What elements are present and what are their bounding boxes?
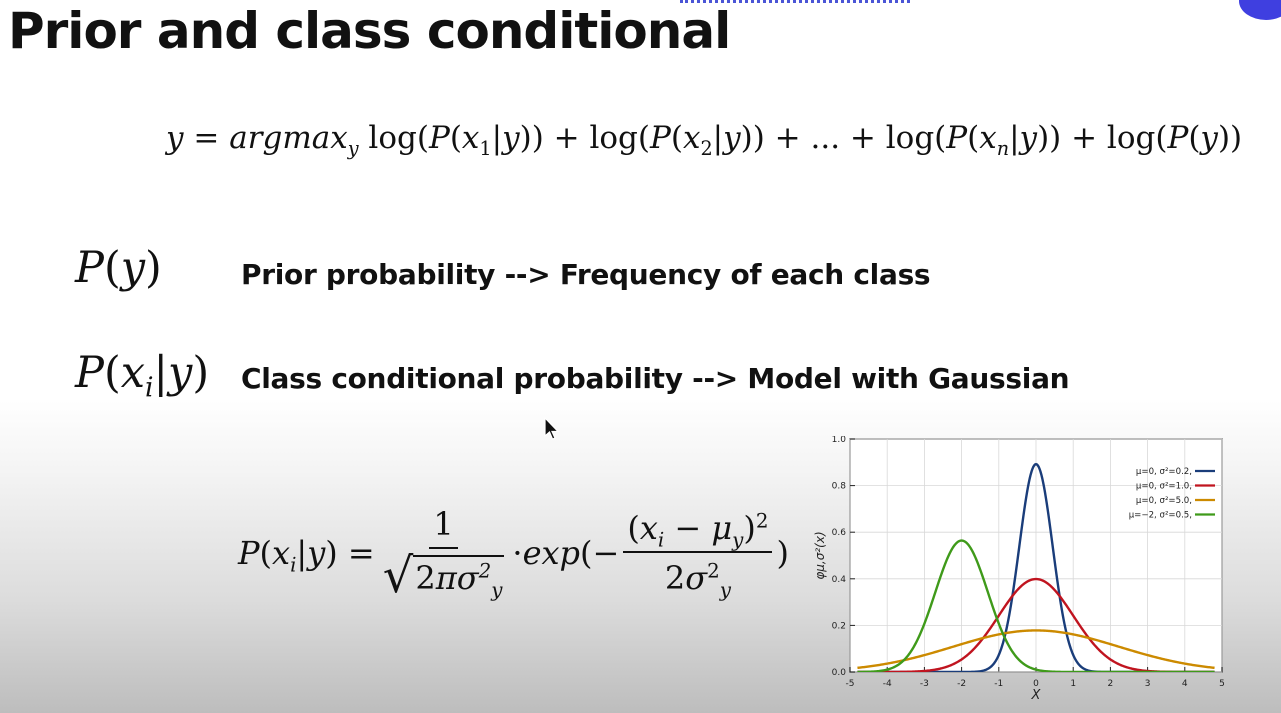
y-tick-label: 0.2 [832,621,846,631]
y-tick-label: 0.4 [832,575,847,585]
corner-accent-shape [1239,0,1281,20]
y-axis-label: φμ,σ²(x) [813,531,827,579]
gaussian-chart-svg: -5 -4 -3 -2 -1 0 1 2 3 4 5 0.0 0.2 0.4 0.6 0.8 1.0 Xφμ,σ²… [813,435,1225,703]
y-tick-label: 0.8 [832,482,847,492]
x-tick-label: -2 [957,679,966,689]
x-tick-label: 1 [1070,679,1076,689]
y-tick-label: 1.0 [832,436,847,445]
x-tick-label: -1 [994,679,1003,689]
slide-title: Prior and class conditional [8,2,731,60]
mouse-cursor-icon [544,417,560,440]
main-equation: y = argmaxy log(P(x1|y)) + log(P(x2|y)) … [166,120,1243,161]
x-tick-label: 0 [1033,679,1039,689]
top-decoration-strip [680,0,910,7]
legend-label: μ=0, σ²=0.2, [1136,467,1192,477]
series-curve [857,539,1215,672]
y-tick-label: 0.0 [832,668,847,678]
prior-description: Prior probability --> Frequency of each … [241,258,931,291]
x-tick-label: -4 [883,679,892,689]
x-tick-label: -5 [846,679,855,689]
y-tick-label: 0.6 [832,528,847,538]
normalizing-fraction: 1 √ 2πσ2y [382,505,505,605]
legend-label: μ=0, σ²=5.0, [1136,496,1192,506]
legend-label: μ=0, σ²=1.0, [1136,482,1192,492]
series-curve [857,462,1215,672]
legend-label: μ=−2, σ²=0.5, [1129,511,1192,521]
x-tick-label: 5 [1219,679,1225,689]
series-curve [857,629,1215,670]
exponent-fraction: (xi − μy)2 2σ2y [623,509,773,600]
x-tick-label: 2 [1108,679,1114,689]
prior-symbol: P(y) [75,243,162,293]
x-tick-label: 3 [1145,679,1151,689]
class-conditional-description: Class conditional probability --> Model … [241,362,1070,395]
x-tick-label: -3 [920,679,929,689]
x-tick-label: 4 [1182,679,1188,689]
gaussian-formula: P(xi|y) = 1 √ 2πσ2y ·exp(− (xi − μy)2 2σ… [238,505,789,605]
x-axis-label: X [1031,688,1042,703]
class-conditional-symbol: P(xi|y) [75,348,210,404]
